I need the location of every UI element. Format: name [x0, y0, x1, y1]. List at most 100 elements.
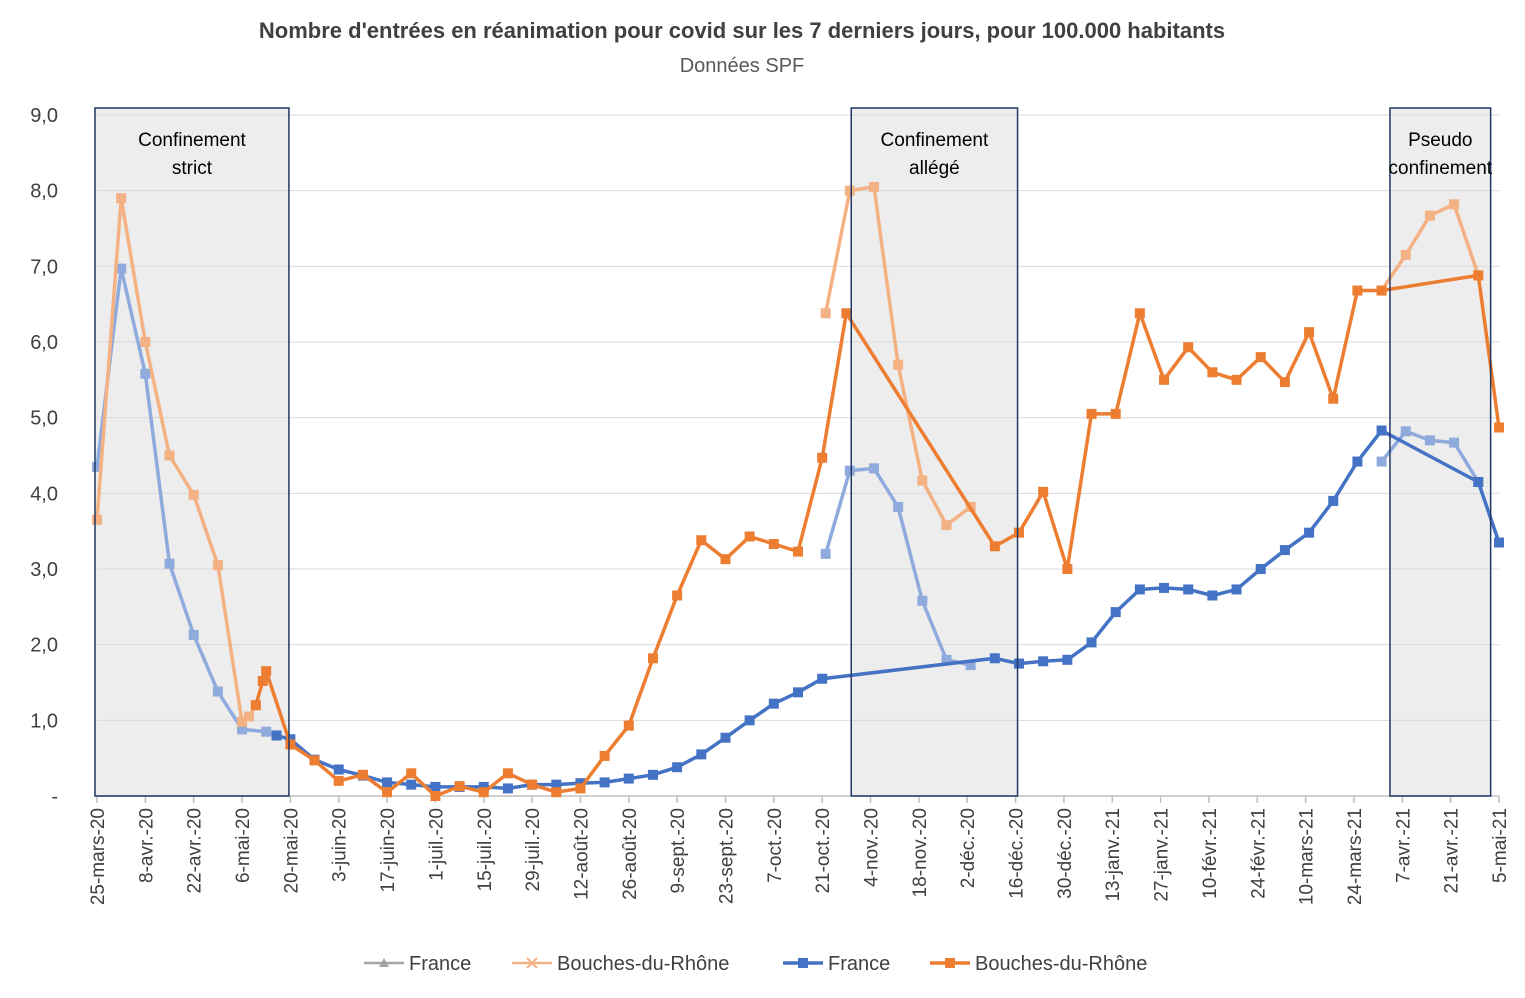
data-point — [164, 558, 175, 569]
data-point — [1255, 352, 1266, 363]
data-point — [1183, 584, 1194, 595]
data-point — [1038, 486, 1049, 497]
data-point — [1449, 199, 1460, 210]
data-point — [261, 666, 272, 677]
data-point — [357, 769, 368, 780]
data-point — [271, 730, 282, 741]
data-point — [1014, 527, 1025, 538]
data-point — [92, 514, 102, 525]
chart-subtitle: Données SPF — [680, 55, 805, 77]
data-point — [502, 768, 513, 779]
x-tick-label: 30-déc.-20 — [1055, 808, 1076, 899]
data-point — [430, 791, 441, 801]
data-point — [696, 749, 707, 760]
data-point — [720, 732, 731, 743]
period-boxes: Confinement strict Confinement allégé Pseudo… — [94, 107, 1493, 797]
x-tick-label: 1-juil.-20 — [426, 808, 447, 881]
y-tick-label: 2,0 — [30, 635, 58, 657]
data-point — [478, 781, 489, 792]
period-annotation: allégé — [909, 158, 960, 179]
data-point — [285, 739, 296, 750]
data-point — [1207, 367, 1218, 378]
data-point — [623, 720, 634, 731]
data-point — [841, 308, 852, 319]
x-tick-label: 21-oct.-20 — [813, 808, 834, 894]
legend-entry-2: France — [783, 953, 890, 975]
data-point — [817, 452, 828, 463]
x-tick-label: 22-avr.-20 — [185, 808, 206, 894]
data-point — [212, 560, 223, 571]
data-point — [768, 698, 779, 709]
data-point — [820, 308, 831, 319]
data-point — [1352, 456, 1363, 467]
data-point — [116, 263, 127, 274]
axes: - 1,0 2,0 3,0 4,0 5,0 6,0 7,0 8,0 9,0 25-mars-20 8-… — [30, 105, 1511, 905]
data-point — [965, 660, 976, 671]
data-point — [1494, 537, 1504, 548]
legend-square-marker — [798, 958, 808, 968]
period-box-2 — [1389, 107, 1492, 797]
data-point — [917, 595, 928, 606]
data-point — [647, 769, 658, 780]
chart-title: Nombre d'entrées en réanimation pour cov… — [259, 18, 1225, 43]
data-point — [333, 775, 344, 786]
period-annotation: confinement — [1389, 158, 1493, 179]
data-point — [623, 773, 634, 784]
data-point — [672, 762, 683, 773]
data-point — [1494, 422, 1504, 433]
data-point — [1134, 584, 1145, 595]
data-point — [941, 654, 952, 665]
y-tick-label: 7,0 — [30, 256, 58, 278]
y-tick-label: 4,0 — [30, 483, 58, 505]
data-point — [575, 783, 586, 794]
data-point — [551, 787, 562, 798]
x-tick-label: 8-avr.-20 — [136, 808, 157, 883]
data-point — [1376, 456, 1387, 467]
legend-label: France — [409, 953, 471, 975]
data-point — [188, 629, 199, 640]
data-point — [1159, 374, 1170, 385]
data-point — [430, 781, 441, 792]
data-point — [1328, 393, 1339, 404]
data-point — [647, 653, 658, 664]
data-point — [1279, 377, 1290, 388]
data-point — [844, 465, 855, 476]
data-point — [1062, 654, 1073, 665]
data-point — [1134, 308, 1145, 319]
data-point — [116, 193, 127, 204]
x-tick-label: 20-mai-20 — [281, 808, 302, 894]
data-point — [844, 185, 855, 196]
data-point — [1255, 564, 1266, 574]
x-tick-label: 26-août-20 — [620, 808, 641, 900]
period-annotation: Pseudo — [1408, 130, 1472, 151]
data-point — [1231, 374, 1242, 385]
series-light-1 — [92, 193, 261, 727]
data-point — [1376, 425, 1387, 436]
data-point — [744, 531, 755, 542]
x-tick-label: 15-juil.-20 — [475, 808, 496, 891]
data-point — [1304, 327, 1315, 338]
series-line — [254, 273, 1501, 798]
x-tick-label: 24-févr.-21 — [1248, 808, 1269, 899]
data-point — [212, 686, 223, 697]
x-tick-label: 23-sept.-20 — [716, 808, 737, 904]
data-point — [1304, 527, 1315, 538]
data-point — [696, 535, 707, 546]
period-annotation: Confinement — [138, 130, 246, 151]
data-point — [454, 781, 465, 792]
data-point — [92, 461, 102, 472]
data-point — [744, 715, 755, 726]
period-annotation: strict — [172, 158, 213, 179]
x-tick-label: 24-mars-21 — [1345, 808, 1366, 905]
x-tick-label: 12-août-20 — [571, 808, 592, 900]
legend-entry-1: Bouches-du-Rhône — [512, 953, 729, 975]
x-tick-label: 18-nov.-20 — [910, 808, 931, 897]
y-tick-label: 8,0 — [30, 181, 58, 203]
series-lines — [92, 181, 1504, 801]
data-point — [1086, 637, 1097, 648]
data-point — [1424, 435, 1435, 446]
data-point — [1424, 210, 1435, 221]
x-tick-label: 7-avr.-21 — [1393, 808, 1414, 883]
period-box-1 — [850, 107, 1019, 797]
